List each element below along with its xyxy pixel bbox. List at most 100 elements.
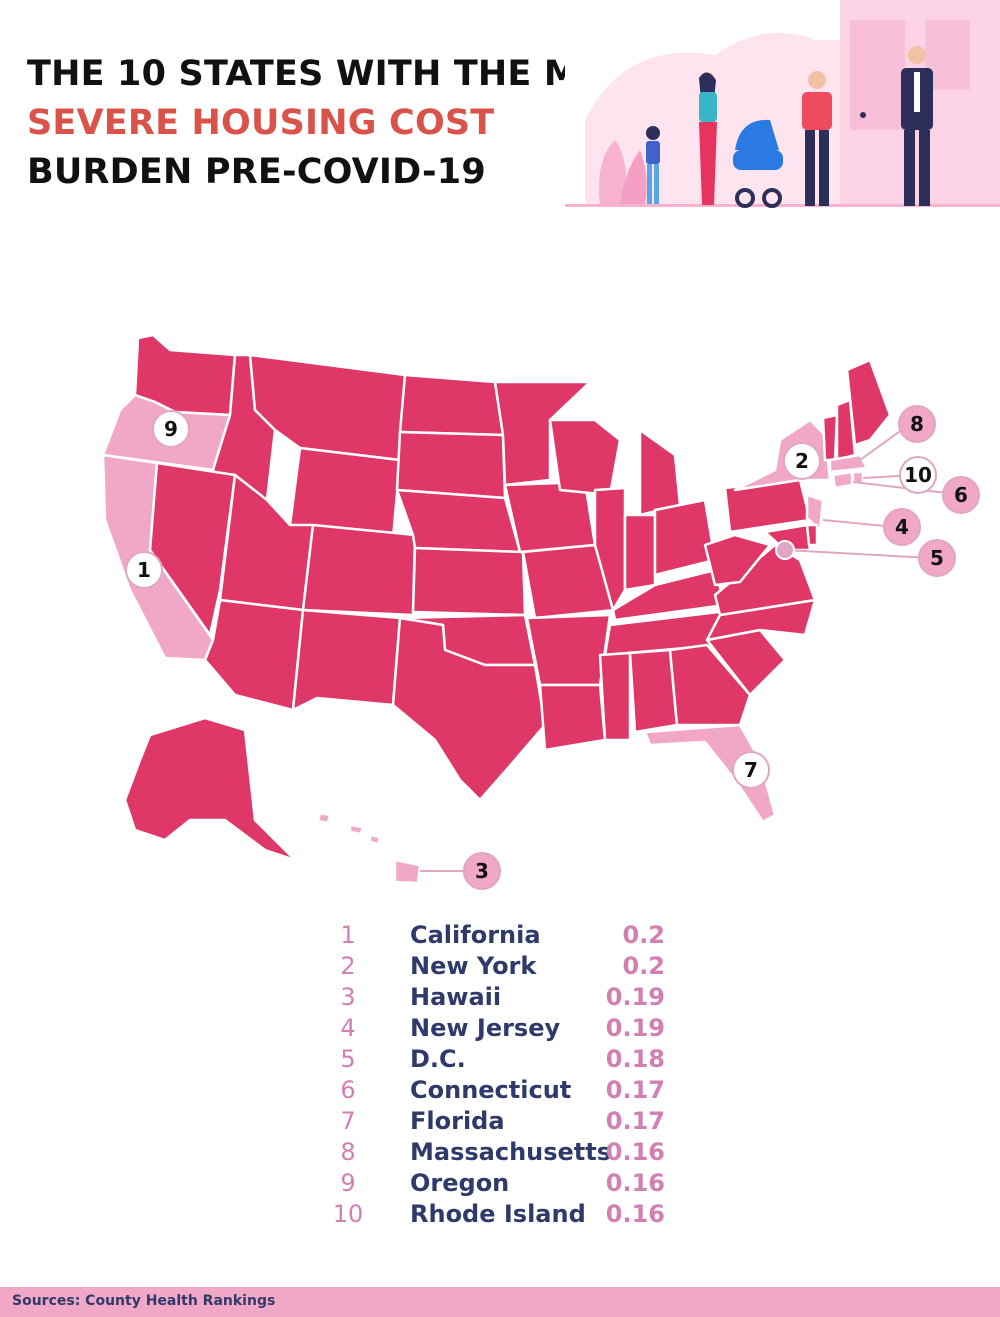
state-name: Florida	[410, 1107, 505, 1135]
burden-value: 0.17	[605, 1107, 665, 1135]
state-kansas	[411, 546, 527, 617]
rank-number: 5	[340, 1045, 356, 1073]
burden-value: 0.16	[605, 1169, 665, 1197]
realtor-figure	[860, 46, 933, 206]
state-maine	[845, 358, 892, 447]
burden-value: 0.2	[622, 952, 665, 980]
state-louisiana	[538, 683, 607, 752]
state-virginia	[713, 543, 817, 617]
state-south-dakota	[395, 430, 507, 500]
ranking-row: 5 D.C. 0.18	[330, 1044, 690, 1075]
stroller-icon	[733, 119, 783, 208]
state-name: Rhode Island	[410, 1200, 586, 1228]
rank-number: 4	[340, 1014, 356, 1042]
state-arkansas	[525, 613, 612, 687]
marker-new-jersey-label: 4	[895, 515, 909, 539]
ranking-row: 1 California 0.2	[330, 920, 690, 951]
marker-new-york-label: 2	[795, 449, 809, 473]
state-vermont	[821, 413, 839, 462]
state-georgia	[668, 643, 752, 727]
marker-circles	[125, 405, 980, 890]
state-wisconsin	[548, 418, 622, 497]
ranking-row: 7 Florida 0.17	[330, 1106, 690, 1137]
state-new-mexico	[291, 608, 402, 712]
state-massachusetts	[828, 453, 869, 474]
state-kentucky	[611, 568, 727, 622]
burden-value: 0.2	[622, 921, 665, 949]
state-delaware	[805, 523, 819, 547]
state-hawaii	[393, 858, 422, 885]
marker-oregon-label: 9	[164, 417, 178, 441]
burden-value: 0.19	[605, 983, 665, 1011]
state-name: California	[410, 921, 541, 949]
marker-california-label: 1	[137, 558, 151, 582]
rank-number: 3	[340, 983, 356, 1011]
state-west-virginia	[703, 533, 772, 587]
state-minnesota	[493, 380, 592, 487]
state-indiana	[623, 513, 657, 592]
rank-number: 10	[332, 1200, 364, 1228]
state-ohio	[653, 498, 717, 577]
state-new-jersey	[805, 493, 825, 532]
source-footer: Sources: County Health Rankings	[0, 1287, 1000, 1317]
state-name: Hawaii	[410, 983, 502, 1011]
title-line-1: THE 10 STATES WITH THE MOST	[27, 54, 659, 94]
rank-number: 9	[340, 1169, 356, 1197]
rank-number: 6	[340, 1076, 356, 1104]
marker-labels: 1 2 3 4 5 6 7 8 9 10	[137, 412, 968, 883]
burden-value: 0.16	[605, 1138, 665, 1166]
us-map: 1 2 3 4 5 6 7 8 9 10	[101, 333, 980, 890]
state-name: Massachusetts	[410, 1138, 612, 1166]
burden-value: 0.19	[605, 1014, 665, 1042]
state-name: D.C.	[410, 1045, 466, 1073]
rank-number: 1	[340, 921, 356, 949]
state-nevada	[148, 461, 237, 637]
state-nebraska	[395, 488, 522, 554]
state-name: Oregon	[410, 1169, 510, 1197]
state-mississippi	[598, 651, 632, 742]
state-name: Connecticut	[410, 1076, 572, 1104]
states	[101, 333, 892, 885]
house-key-icon	[860, 112, 866, 118]
state-north-dakota	[398, 373, 505, 437]
marker-hawaii-label: 3	[475, 859, 489, 883]
burden-value: 0.18	[605, 1045, 665, 1073]
state-name: New York	[410, 952, 537, 980]
child-figure	[646, 126, 660, 204]
state-florida	[643, 723, 777, 824]
ranking-row: 6 Connecticut 0.17	[330, 1075, 690, 1106]
state-hawaii-islands	[316, 811, 382, 846]
ranking-row: 2 New York 0.2	[330, 951, 690, 982]
state-michigan	[638, 428, 682, 517]
ranking-row: 8 Massachusetts 0.16	[330, 1137, 690, 1168]
mother-figure	[699, 72, 717, 205]
father-figure	[802, 71, 832, 206]
rank-number: 8	[340, 1138, 356, 1166]
burden-value: 0.16	[605, 1200, 665, 1228]
state-illinois	[593, 486, 627, 612]
ranking-row: 9 Oregon 0.16	[330, 1168, 690, 1199]
ranking-row: 10 Rhode Island 0.16	[330, 1199, 690, 1230]
marker-florida-label: 7	[744, 758, 758, 782]
ranking-row: 3 Hawaii 0.19	[330, 982, 690, 1013]
rankings-list: 1 California 0.2 2 New York 0.2 3 Hawaii…	[330, 920, 690, 1230]
marker-connecticut-label: 6	[954, 483, 968, 507]
marker-rhode-island-label: 10	[904, 463, 932, 487]
state-connecticut	[831, 470, 854, 490]
state-arizona	[203, 598, 305, 712]
title-line-2: SEVERE HOUSING COST	[27, 103, 495, 143]
state-colorado	[301, 523, 417, 617]
source-text: Sources: County Health Rankings	[12, 1293, 276, 1309]
marker-massachusetts-label: 8	[910, 412, 924, 436]
page-title: THE 10 STATES WITH THE MOST SEVERE HOUSI…	[27, 50, 658, 197]
burden-value: 0.17	[605, 1076, 665, 1104]
state-name: New Jersey	[410, 1014, 561, 1042]
dc-dot	[775, 540, 795, 560]
ranking-row: 4 New Jersey 0.19	[330, 1013, 690, 1044]
state-alaska	[123, 716, 297, 862]
marker-dc-label: 5	[930, 546, 944, 570]
family-buying-house-illustration	[565, 0, 1000, 215]
rank-number: 2	[340, 952, 356, 980]
rank-number: 7	[340, 1107, 356, 1135]
title-line-3: BURDEN PRE-COVID-19	[27, 152, 486, 192]
